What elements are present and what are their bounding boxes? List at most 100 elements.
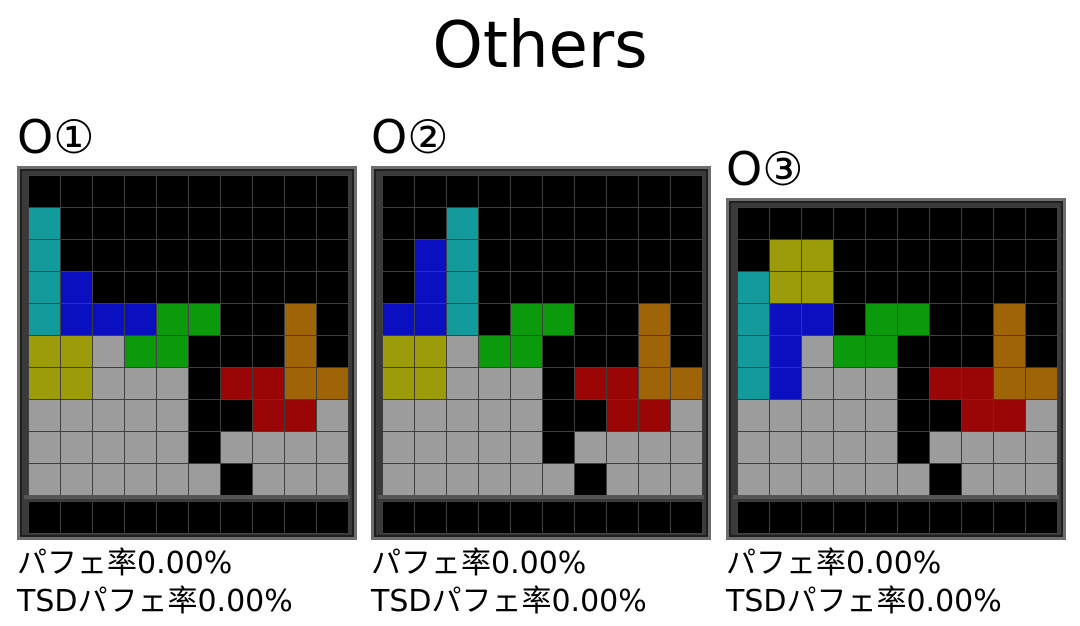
next-cell [994,502,1025,533]
next-cell [898,502,929,533]
empty-cell [930,272,961,303]
empty-cell [93,272,124,303]
next-cell [738,502,769,533]
empty-cell [898,400,929,431]
j-block [802,304,833,335]
garbage-block [61,432,92,463]
garbage-block [802,432,833,463]
empty-cell [189,336,220,367]
empty-cell [575,336,606,367]
s-block [898,304,929,335]
empty-cell [189,176,220,207]
empty-cell [285,208,316,239]
tsd-pc-rate: TSDパフェ率0.00% [371,584,647,619]
o-block [29,336,60,367]
empty-cell [898,432,929,463]
i-block [738,304,769,335]
empty-cell [898,208,929,239]
empty-cell [639,176,670,207]
empty-cell [639,208,670,239]
o-block [61,368,92,399]
empty-cell [253,176,284,207]
empty-cell [511,176,542,207]
empty-cell [866,272,897,303]
empty-cell [253,208,284,239]
board [17,166,357,540]
j-block [415,240,446,271]
garbage-block [930,432,961,463]
empty-cell [898,272,929,303]
i-block [738,336,769,367]
garbage-block [511,368,542,399]
empty-cell [1026,208,1057,239]
next-cell [93,502,124,533]
garbage-block [285,432,316,463]
empty-cell [511,272,542,303]
garbage-block [415,400,446,431]
i-block [447,304,478,335]
j-block [415,272,446,303]
i-block [447,240,478,271]
next-cell [834,502,865,533]
garbage-block [29,432,60,463]
empty-cell [575,272,606,303]
empty-cell [543,240,574,271]
empty-cell [61,208,92,239]
empty-cell [866,208,897,239]
next-cell [29,502,60,533]
empty-cell [834,304,865,335]
garbage-block [834,400,865,431]
next-cell [157,502,188,533]
empty-cell [834,208,865,239]
empty-cell [511,208,542,239]
empty-cell [479,272,510,303]
garbage-block [415,432,446,463]
garbage-block [866,464,897,495]
s-block [157,304,188,335]
empty-cell [157,208,188,239]
empty-cell [61,176,92,207]
empty-cell [221,240,252,271]
empty-cell [253,240,284,271]
garbage-block [317,464,348,495]
garbage-block [511,464,542,495]
garbage-block [834,432,865,463]
s-block [834,336,865,367]
empty-cell [479,208,510,239]
j-block [93,304,124,335]
empty-cell [189,240,220,271]
j-block [61,304,92,335]
s-block [125,336,156,367]
empty-cell [866,240,897,271]
empty-cell [189,208,220,239]
empty-cell [189,432,220,463]
empty-cell [671,240,702,271]
garbage-block [253,464,284,495]
garbage-block [639,432,670,463]
garbage-block [383,464,414,495]
garbage-block [671,400,702,431]
o-block [770,240,801,271]
garbage-block [415,464,446,495]
i-block [29,272,60,303]
next-cell [383,502,414,533]
garbage-block [738,464,769,495]
z-block [253,400,284,431]
next-cell [671,502,702,533]
field-grid [382,175,703,496]
o-block [383,336,414,367]
empty-cell [221,304,252,335]
s-block [866,336,897,367]
next-cell [61,502,92,533]
garbage-block [125,432,156,463]
garbage-block [575,432,606,463]
empty-cell [607,208,638,239]
garbage-block [93,400,124,431]
garbage-block [447,432,478,463]
empty-cell [221,336,252,367]
empty-cell [575,304,606,335]
j-block [415,304,446,335]
o-block [383,368,414,399]
empty-cell [29,176,60,207]
empty-cell [671,272,702,303]
